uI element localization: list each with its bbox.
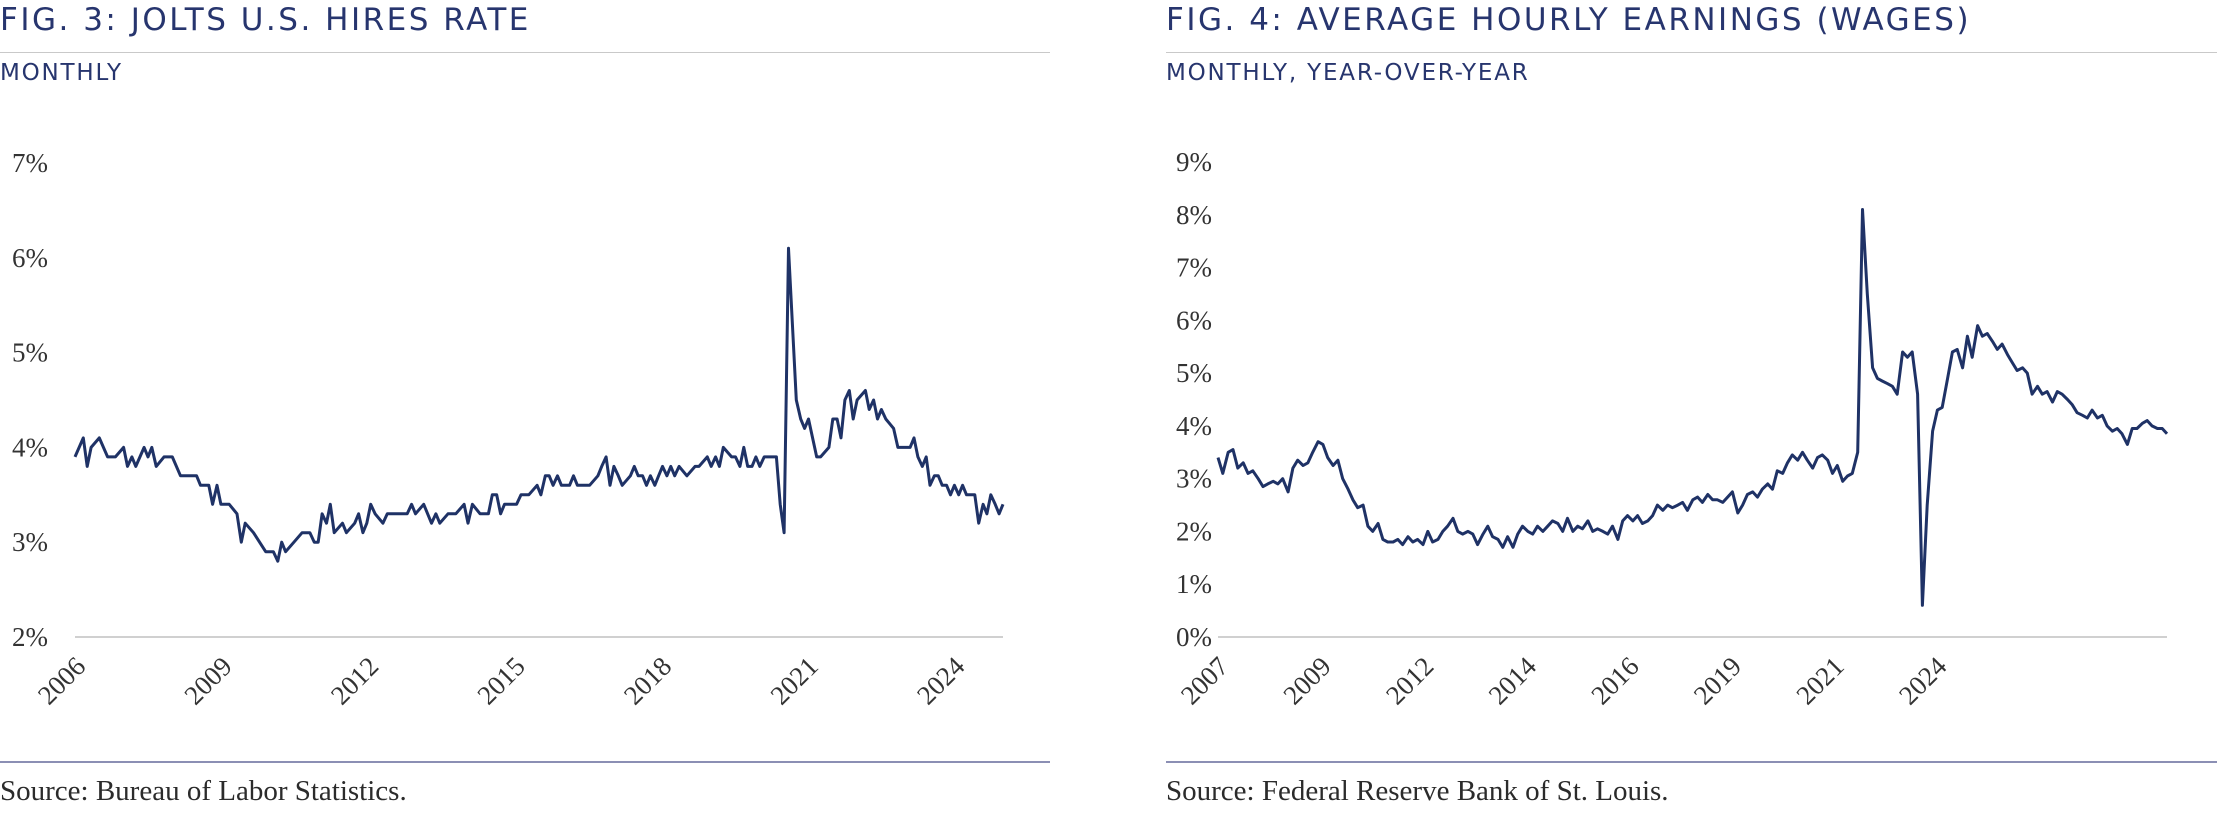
y-tick-label: 7% xyxy=(12,148,48,178)
y-tick-label: 0% xyxy=(1176,622,1212,652)
x-tick-label: 2015 xyxy=(471,651,530,710)
y-tick-label: 6% xyxy=(12,243,48,273)
hires-rate-chart: 2% 3% 4% 5% 6% 7% 2006 2009 2012 2015 2018 2021 2024 xyxy=(12,148,1005,711)
x-tick-label: 2018 xyxy=(618,651,677,710)
x-tick-label: 2009 xyxy=(1277,651,1336,710)
wages-chart: 0% 1% 2% 3% 4% 5% 6% 7% 8% 9% 2007 2009 2012 2014 2016… xyxy=(1175,147,2169,711)
x-tick-label: 2021 xyxy=(764,651,823,710)
y-tick-label: 3% xyxy=(12,527,48,557)
title-divider xyxy=(1166,52,2217,53)
y-tick-label: 7% xyxy=(1176,253,1212,283)
y-tick-label: 5% xyxy=(12,338,48,368)
y-tick-label: 4% xyxy=(1176,411,1212,441)
y-tick-label: 6% xyxy=(1176,305,1212,335)
chart-subtitle: MONTHLY, YEAR-OVER-YEAR xyxy=(1166,60,1530,86)
x-tick-label: 2012 xyxy=(1380,651,1439,710)
x-tick-label: 2016 xyxy=(1585,651,1644,710)
y-tick-label: 2% xyxy=(1176,516,1212,546)
source-divider xyxy=(0,761,1050,763)
x-tick-label: 2006 xyxy=(32,651,91,710)
y-tick-label: 3% xyxy=(1176,464,1212,494)
series-line xyxy=(1216,208,2169,607)
x-tick-label: 2007 xyxy=(1175,651,1234,710)
x-tick-label: 2014 xyxy=(1483,651,1543,711)
x-tick-label: 2024 xyxy=(911,651,971,711)
x-tick-label: 2019 xyxy=(1688,651,1747,710)
source-divider xyxy=(1166,761,2217,763)
y-tick-label: 1% xyxy=(1176,569,1212,599)
y-tick-label: 4% xyxy=(12,432,48,462)
wages-panel: FIG. 4: AVERAGE HOURLY EARNINGS (WAGES) … xyxy=(1166,0,2217,817)
y-tick-label: 2% xyxy=(12,622,48,652)
x-tick-label: 2024 xyxy=(1893,651,1953,711)
chart-title: FIG. 4: AVERAGE HOURLY EARNINGS (WAGES) xyxy=(1166,2,1972,38)
x-tick-label: 2021 xyxy=(1790,651,1849,710)
title-divider xyxy=(0,52,1050,53)
chart-title: FIG. 3: JOLTS U.S. HIRES RATE xyxy=(0,2,531,38)
source-note: Source: Federal Reserve Bank of St. Loui… xyxy=(1166,775,1669,807)
series-line xyxy=(73,246,1005,563)
hires-rate-panel: FIG. 3: JOLTS U.S. HIRES RATE MONTHLY 2%… xyxy=(0,0,1050,817)
x-tick-label: 2009 xyxy=(178,651,237,710)
x-tick-label: 2012 xyxy=(325,651,384,710)
y-tick-label: 5% xyxy=(1176,358,1212,388)
y-tick-label: 8% xyxy=(1176,200,1212,230)
y-tick-label: 9% xyxy=(1176,147,1212,177)
chart-subtitle: MONTHLY xyxy=(0,60,123,86)
source-note: Source: Bureau of Labor Statistics. xyxy=(0,775,407,807)
